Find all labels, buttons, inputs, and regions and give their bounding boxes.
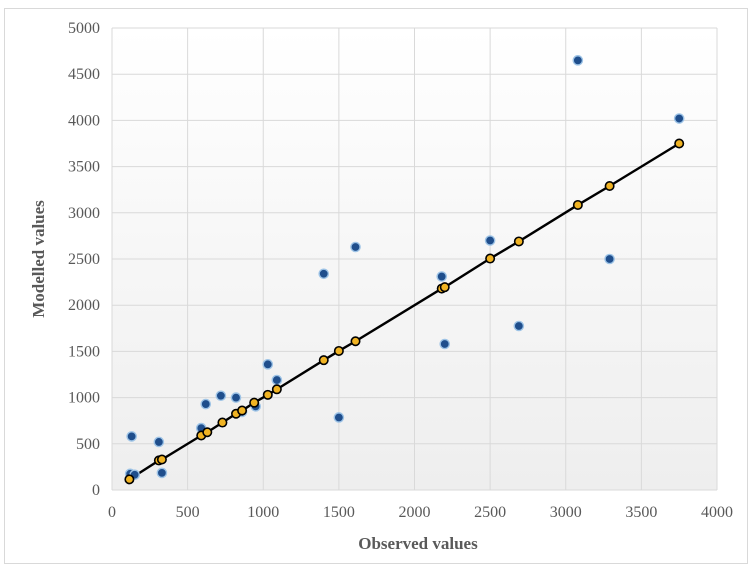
observed-point (153, 436, 165, 448)
observed-point (604, 253, 615, 265)
fit-point (604, 181, 615, 192)
observed-point (333, 412, 345, 423)
observed-point (439, 338, 451, 350)
observed-point (230, 392, 242, 403)
y-axis-title: Modelled values (29, 200, 48, 318)
fit-point (202, 427, 213, 438)
y-tick-label: 500 (76, 436, 100, 453)
y-tick-label: 2500 (68, 251, 100, 268)
observed-point (271, 374, 283, 386)
data-points (124, 55, 685, 485)
fit-point (156, 454, 167, 465)
x-axis-title: Observed values (358, 534, 478, 553)
fit-point (262, 389, 273, 400)
observed-point (484, 235, 496, 246)
x-tick-label: 4000 (701, 504, 733, 521)
fit-point (572, 199, 583, 210)
fit-point (485, 253, 496, 264)
observed-point (156, 467, 168, 479)
fit-point (217, 417, 228, 428)
x-tick-label: 2500 (474, 504, 506, 521)
y-tick-label: 3000 (68, 205, 100, 222)
y-tick-label: 5000 (68, 20, 100, 37)
grid-lines (111, 27, 718, 491)
x-tick-labels: 0 500 1000 1500 2000 2500 3000 3500 4000 (108, 504, 733, 521)
observed-point (673, 113, 685, 124)
fit-point (333, 345, 344, 356)
fit-point (350, 336, 361, 347)
fit-point (318, 355, 329, 366)
x-tick-label: 3000 (550, 504, 582, 521)
fit-point (124, 474, 135, 485)
y-tick-label: 2000 (68, 297, 100, 314)
y-tick-label: 1000 (68, 390, 100, 407)
x-tick-label: 2000 (399, 504, 431, 521)
y-tick-label: 3500 (68, 159, 100, 176)
x-tick-label: 1500 (323, 504, 355, 521)
fit-point (439, 282, 450, 293)
y-tick-label: 4500 (68, 66, 100, 83)
observed-point (436, 271, 448, 282)
observed-point (513, 320, 525, 332)
y-tick-label: 1500 (68, 343, 100, 360)
x-tick-label: 3500 (625, 504, 657, 521)
observed-point (215, 390, 227, 402)
y-tick-label: 0 (92, 482, 100, 499)
y-tick-labels: 0 500 1000 1500 2000 2500 3000 3500 4000 4500 5000 (68, 20, 100, 499)
observed-point (350, 241, 361, 253)
x-tick-label: 1000 (247, 504, 279, 521)
x-tick-label: 500 (176, 504, 200, 521)
fit-point (674, 138, 685, 149)
observed-point (200, 398, 212, 410)
observed-point (318, 268, 330, 280)
fit-point (249, 397, 260, 408)
fit-point (271, 384, 282, 395)
x-tick-label: 0 (108, 504, 116, 521)
observed-point (572, 55, 584, 66)
observed-point (262, 359, 274, 370)
fit-point (513, 236, 524, 247)
observed-point (126, 431, 137, 442)
y-tick-label: 4000 (68, 112, 100, 129)
fit-point (237, 405, 248, 416)
